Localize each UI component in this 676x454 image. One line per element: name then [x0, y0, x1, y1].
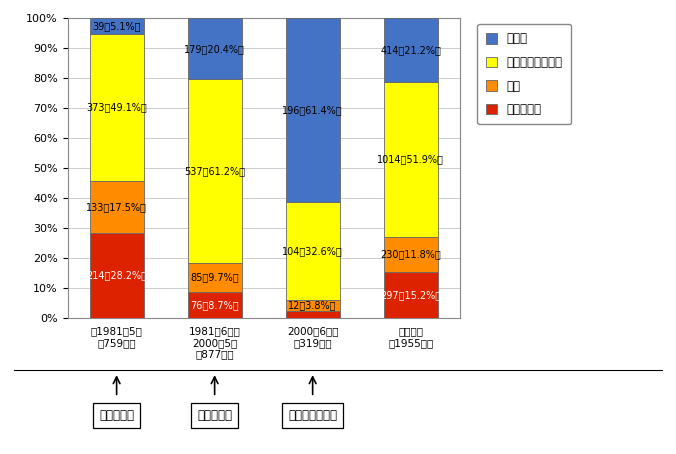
Text: 1014（51.9%）: 1014（51.9%） — [377, 154, 444, 164]
Bar — [188, 79, 241, 263]
Text: 133（17.5%）: 133（17.5%） — [86, 202, 147, 212]
Text: 373（49.1%）: 373（49.1%） — [87, 102, 147, 112]
Bar — [286, 300, 339, 311]
Text: 12（3.8%）: 12（3.8%） — [289, 301, 337, 311]
Text: 214（28.2%）: 214（28.2%） — [86, 271, 147, 281]
Bar — [286, 311, 339, 318]
Bar — [188, 263, 241, 292]
Text: 新・新耗震基準: 新・新耗震基準 — [288, 409, 337, 422]
Bar — [90, 34, 143, 181]
Bar — [384, 237, 437, 272]
Bar — [188, 18, 241, 79]
Bar — [90, 18, 143, 34]
Bar — [384, 82, 437, 237]
Bar — [188, 292, 241, 318]
Text: 196（61.4%）: 196（61.4%） — [283, 105, 343, 115]
Bar — [384, 18, 437, 82]
Text: 230（11.8%）: 230（11.8%） — [381, 250, 441, 260]
Bar — [286, 202, 339, 300]
Bar — [90, 233, 143, 318]
Bar — [90, 181, 143, 233]
Text: 104（32.6%）: 104（32.6%） — [283, 246, 343, 256]
Text: 旧耗震基準: 旧耗震基準 — [99, 409, 134, 422]
Bar — [384, 272, 437, 318]
Text: 39（5.1%）: 39（5.1%） — [93, 21, 141, 31]
Bar — [286, 18, 339, 202]
Text: 537（61.2%）: 537（61.2%） — [184, 166, 245, 176]
Text: 179（20.4%）: 179（20.4%） — [184, 44, 245, 54]
Legend: 無被害, 軽微・小破・中破, 大破, 倒壊・崩壊: 無被害, 軽微・小破・中破, 大破, 倒壊・崩壊 — [477, 24, 571, 124]
Text: 297（15.2%）: 297（15.2%） — [380, 290, 441, 300]
Text: 414（21.2%）: 414（21.2%） — [380, 45, 441, 55]
Text: 76（8.7%）: 76（8.7%） — [191, 300, 239, 310]
Text: 85（9.7%）: 85（9.7%） — [191, 272, 239, 282]
Text: 新耗震基準: 新耗震基準 — [197, 409, 232, 422]
